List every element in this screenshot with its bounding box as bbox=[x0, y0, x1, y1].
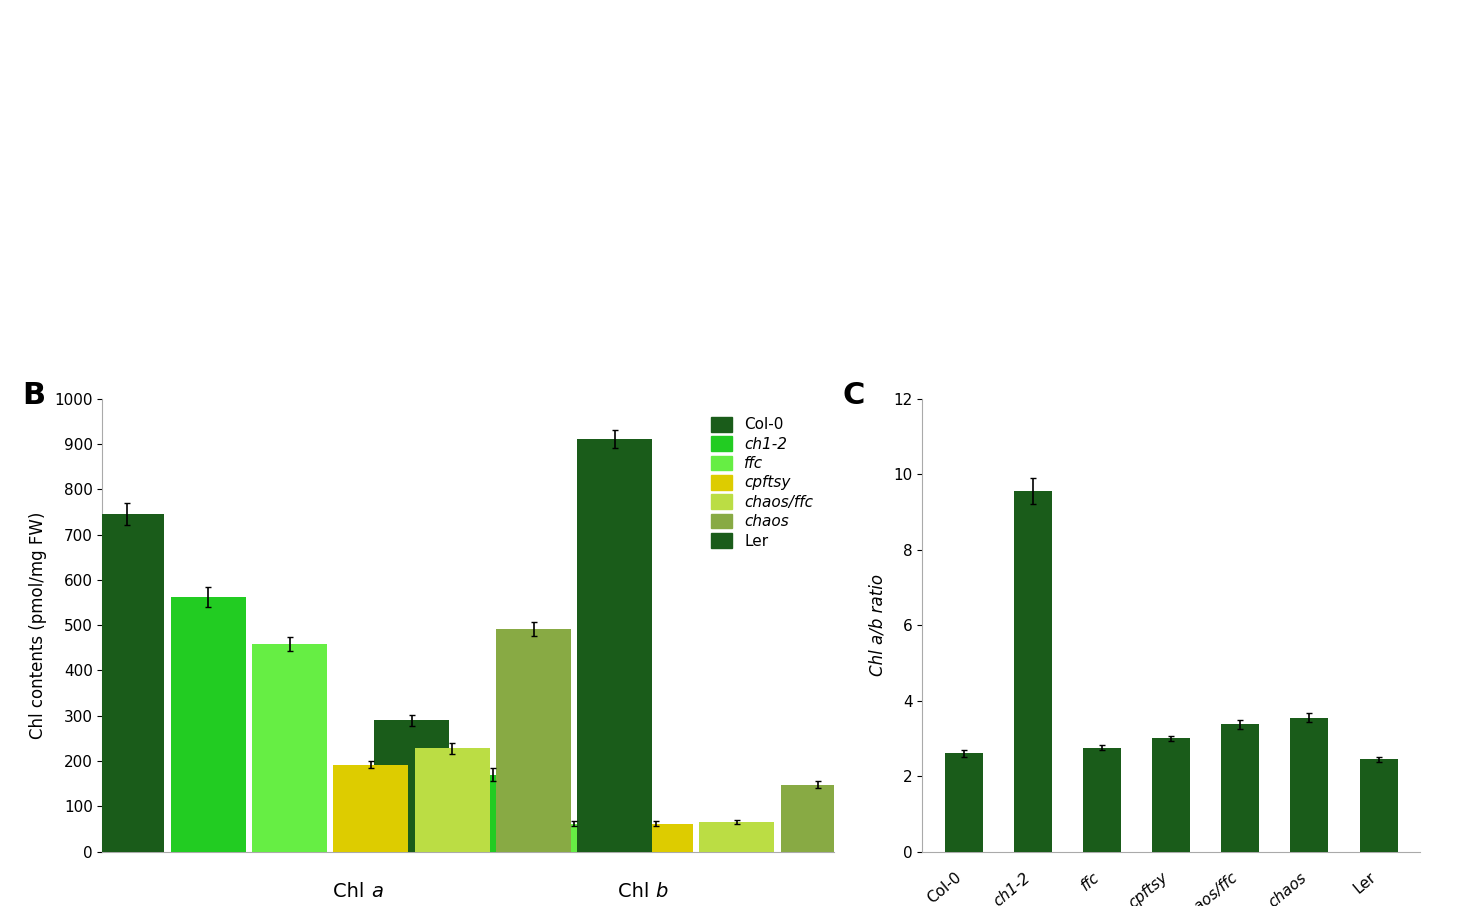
Text: chaos/ffc: chaos/ffc bbox=[1179, 870, 1240, 906]
Text: chaos/ffc: chaos/ffc bbox=[889, 32, 969, 50]
Bar bbox=[496, 629, 571, 852]
Text: chaos: chaos bbox=[1099, 32, 1152, 50]
Text: Col-0: Col-0 bbox=[924, 870, 963, 906]
Bar bbox=[537, 824, 612, 852]
Bar bbox=[780, 785, 855, 852]
Bar bbox=[171, 597, 246, 852]
Bar bbox=[1015, 491, 1053, 852]
Y-axis label: Chl contents (pmol/mg FW): Chl contents (pmol/mg FW) bbox=[29, 512, 47, 738]
Bar bbox=[54, 307, 81, 338]
Legend: Col-0, ch1-2, ffc, cpftsy, chaos/ffc, chaos, Ler: Col-0, ch1-2, ffc, cpftsy, chaos/ffc, ch… bbox=[704, 410, 820, 554]
Bar bbox=[1360, 759, 1398, 852]
Text: cpftsy: cpftsy bbox=[1126, 870, 1171, 906]
Text: C: C bbox=[843, 381, 865, 410]
Text: A: A bbox=[47, 28, 70, 57]
Text: Ler: Ler bbox=[1322, 32, 1350, 50]
Bar bbox=[1152, 738, 1190, 852]
Bar bbox=[862, 684, 937, 852]
Bar bbox=[944, 754, 982, 852]
Bar bbox=[89, 514, 164, 852]
Text: a: a bbox=[370, 882, 384, 901]
Text: cpftsy: cpftsy bbox=[719, 32, 773, 50]
Bar bbox=[414, 748, 489, 852]
Text: ffc: ffc bbox=[537, 32, 561, 50]
Text: ffc: ffc bbox=[1078, 870, 1102, 893]
Bar bbox=[252, 644, 326, 852]
Bar bbox=[375, 720, 449, 852]
Bar bbox=[618, 824, 692, 852]
Text: b: b bbox=[656, 882, 668, 901]
Y-axis label: Chl a/b ratio: Chl a/b ratio bbox=[868, 574, 886, 676]
Text: Chl: Chl bbox=[334, 882, 370, 901]
Text: chaos: chaos bbox=[1265, 870, 1309, 906]
Bar bbox=[700, 823, 774, 852]
Bar bbox=[455, 775, 530, 852]
Text: Col-0: Col-0 bbox=[104, 32, 151, 50]
Text: ch1-2: ch1-2 bbox=[313, 32, 365, 50]
Text: Chl: Chl bbox=[618, 882, 656, 901]
Text: ch1-2: ch1-2 bbox=[990, 870, 1034, 906]
Bar bbox=[577, 439, 653, 852]
Bar bbox=[1221, 724, 1259, 852]
Bar bbox=[1290, 718, 1328, 852]
Text: Ler: Ler bbox=[1350, 870, 1379, 897]
Bar bbox=[334, 765, 408, 852]
Text: B: B bbox=[22, 381, 45, 410]
Bar bbox=[1083, 747, 1121, 852]
